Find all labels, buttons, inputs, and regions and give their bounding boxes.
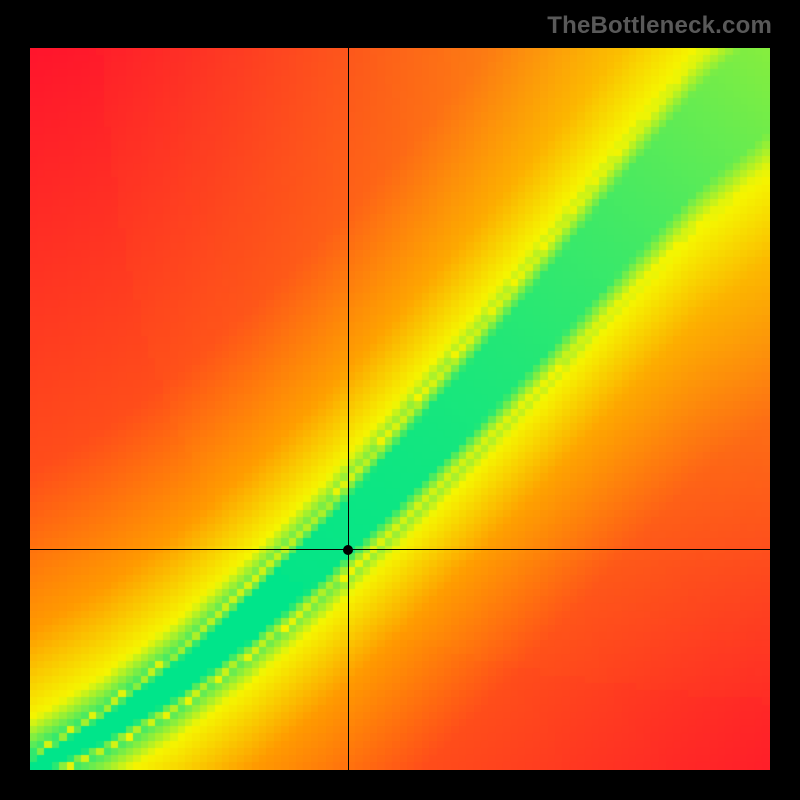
crosshair-horizontal — [30, 549, 770, 550]
figure-root: TheBottleneck.com — [0, 0, 800, 800]
heatmap-canvas — [30, 48, 770, 770]
crosshair-vertical — [348, 48, 349, 770]
watermark-label: TheBottleneck.com — [547, 12, 772, 40]
crosshair-point — [343, 545, 353, 555]
heatmap-plot-area — [30, 48, 770, 770]
